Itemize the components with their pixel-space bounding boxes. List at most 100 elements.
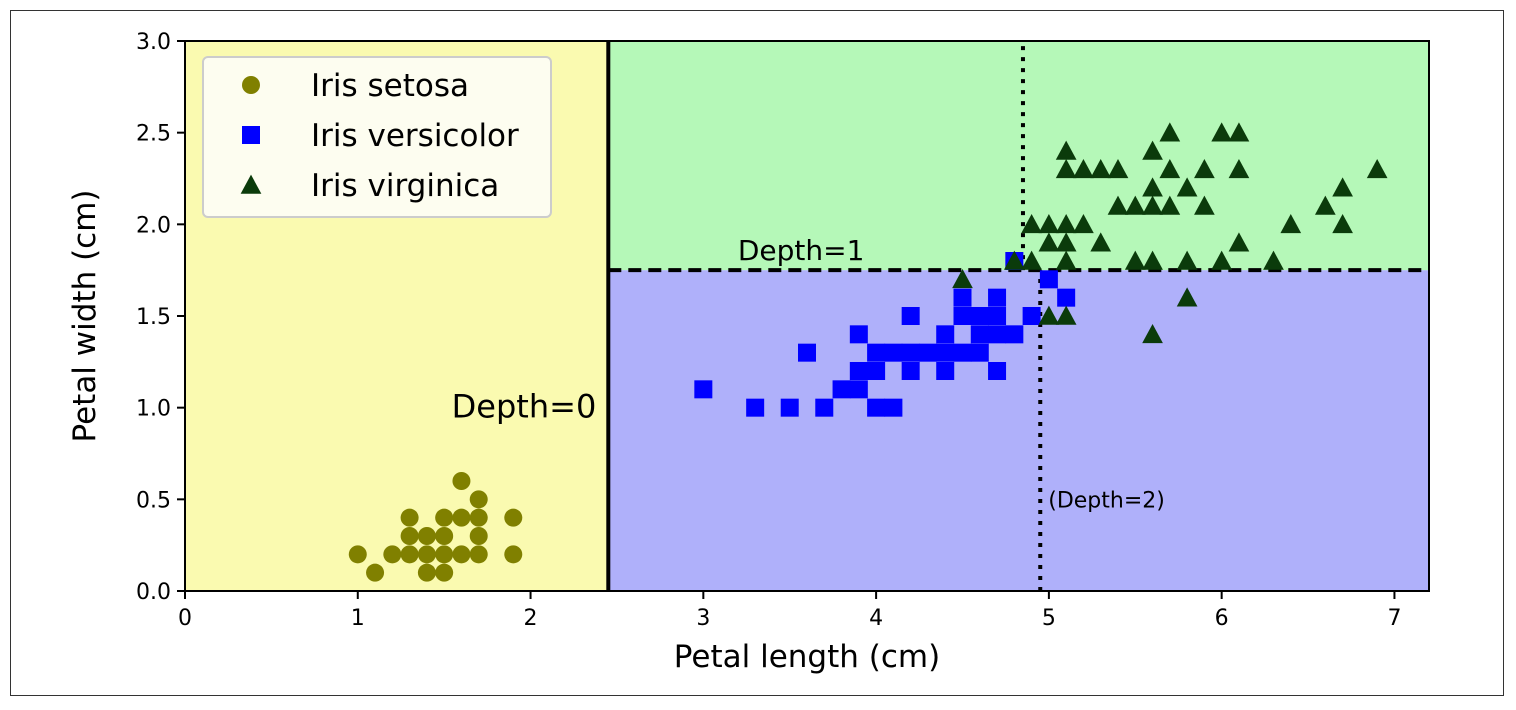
data-point-virginica — [1263, 250, 1284, 270]
data-point-versicolor — [1039, 270, 1058, 289]
data-point-virginica — [1194, 195, 1215, 215]
boundary-labels: Depth=0 Depth=1 (Depth=2) — [452, 234, 1165, 513]
data-point-versicolor — [936, 343, 955, 362]
data-point-versicolor — [832, 380, 851, 399]
data-point-versicolor — [746, 398, 765, 417]
data-point-virginica — [1194, 158, 1215, 179]
data-point-versicolor — [953, 343, 972, 362]
data-point-virginica — [1055, 305, 1077, 325]
legend-marker-setosa — [242, 76, 260, 94]
x-tick-label: 6 — [1215, 606, 1229, 631]
data-point-versicolor — [780, 398, 799, 417]
data-point-versicolor — [936, 362, 955, 380]
data-point-setosa — [400, 545, 419, 564]
legend: Iris setosa Iris versicolor Iris virgini… — [202, 56, 552, 218]
data-point-setosa — [366, 563, 385, 582]
data-point-setosa — [400, 508, 419, 527]
data-point-virginica — [1021, 250, 1042, 270]
data-point-setosa — [452, 472, 471, 490]
data-point-virginica — [1176, 250, 1198, 270]
x-tick-label: 7 — [1387, 606, 1401, 631]
data-point-versicolor — [867, 398, 886, 417]
data-point-virginica — [1107, 195, 1129, 215]
data-point-versicolor — [970, 343, 989, 362]
data-point-versicolor — [901, 307, 920, 325]
data-point-virginica — [1107, 158, 1129, 179]
data-point-versicolor — [1022, 307, 1041, 325]
data-point-setosa — [435, 563, 454, 582]
data-point-versicolor — [798, 343, 816, 362]
y-tick-label: 3.0 — [136, 30, 171, 55]
data-point-setosa — [469, 527, 488, 545]
y-tick-label: 0.0 — [136, 580, 171, 605]
data-point-virginica — [1228, 232, 1250, 252]
data-point-virginica — [952, 268, 973, 289]
data-point-virginica — [1142, 177, 1163, 197]
data-point-virginica — [1003, 250, 1025, 270]
data-point-versicolor — [988, 325, 1007, 344]
data-point-virginica — [1366, 158, 1388, 179]
data-point-versicolor — [849, 362, 868, 380]
data-point-virginica — [1159, 158, 1181, 179]
legend-label-virginica: Iris virginica — [311, 168, 499, 204]
data-point-virginica — [1055, 158, 1077, 179]
data-point-virginica — [1176, 177, 1198, 197]
y-tick-label: 0.5 — [136, 488, 171, 513]
data-point-versicolor — [815, 398, 834, 417]
data-point-virginica — [1142, 250, 1163, 270]
data-point-virginica — [1073, 213, 1094, 234]
depth-1-label: Depth=1 — [738, 234, 865, 267]
data-point-virginica — [1142, 323, 1163, 344]
data-point-versicolor — [1005, 325, 1024, 344]
y-axis-label: Petal width (cm) — [67, 189, 103, 442]
region-iris-versicolor — [608, 270, 1429, 591]
data-point-versicolor — [867, 343, 886, 362]
legend-item-virginica: Iris virginica — [240, 168, 499, 204]
series-iris-virginica — [952, 122, 1388, 344]
data-point-virginica — [1314, 195, 1336, 215]
data-point-virginica — [1124, 195, 1146, 215]
data-point-virginica — [1055, 213, 1077, 234]
data-point-virginica — [1211, 122, 1233, 142]
data-point-versicolor — [953, 288, 972, 307]
data-point-setosa — [348, 545, 367, 564]
data-point-virginica — [1124, 250, 1146, 270]
data-point-versicolor — [849, 380, 868, 399]
data-point-setosa — [435, 545, 454, 564]
data-point-versicolor — [901, 343, 920, 362]
depth-0-label: Depth=0 — [452, 388, 597, 426]
data-point-setosa — [452, 545, 471, 564]
data-point-virginica — [1332, 213, 1353, 234]
data-point-virginica — [1090, 232, 1112, 252]
data-point-setosa — [417, 545, 436, 564]
data-point-setosa — [469, 490, 488, 509]
data-point-virginica — [1055, 140, 1077, 160]
data-point-versicolor — [936, 325, 955, 344]
data-point-setosa — [452, 508, 471, 527]
data-point-virginica — [1021, 213, 1042, 234]
data-point-versicolor — [901, 362, 920, 380]
data-point-virginica — [1038, 213, 1060, 234]
data-point-virginica — [1142, 195, 1163, 215]
data-point-versicolor — [1057, 288, 1076, 307]
x-tick-label: 5 — [1042, 606, 1056, 631]
y-tick-label: 2.0 — [136, 213, 171, 238]
legend-item-setosa: Iris setosa — [242, 68, 469, 104]
data-point-virginica — [1228, 158, 1250, 179]
data-point-versicolor — [867, 362, 886, 380]
data-point-setosa — [383, 545, 402, 564]
x-tick-label: 1 — [351, 606, 365, 631]
data-point-versicolor — [694, 380, 713, 399]
data-point-virginica — [1159, 122, 1181, 142]
x-tick-label: 4 — [869, 606, 883, 631]
data-point-virginica — [1176, 287, 1198, 307]
data-point-versicolor — [988, 362, 1007, 380]
data-point-setosa — [435, 508, 454, 527]
data-point-setosa — [435, 527, 454, 545]
data-point-virginica — [1159, 195, 1181, 215]
region-iris-virginica — [608, 41, 1429, 271]
data-point-virginica — [1073, 158, 1094, 179]
data-point-versicolor — [849, 325, 868, 344]
data-point-versicolor — [970, 325, 989, 344]
